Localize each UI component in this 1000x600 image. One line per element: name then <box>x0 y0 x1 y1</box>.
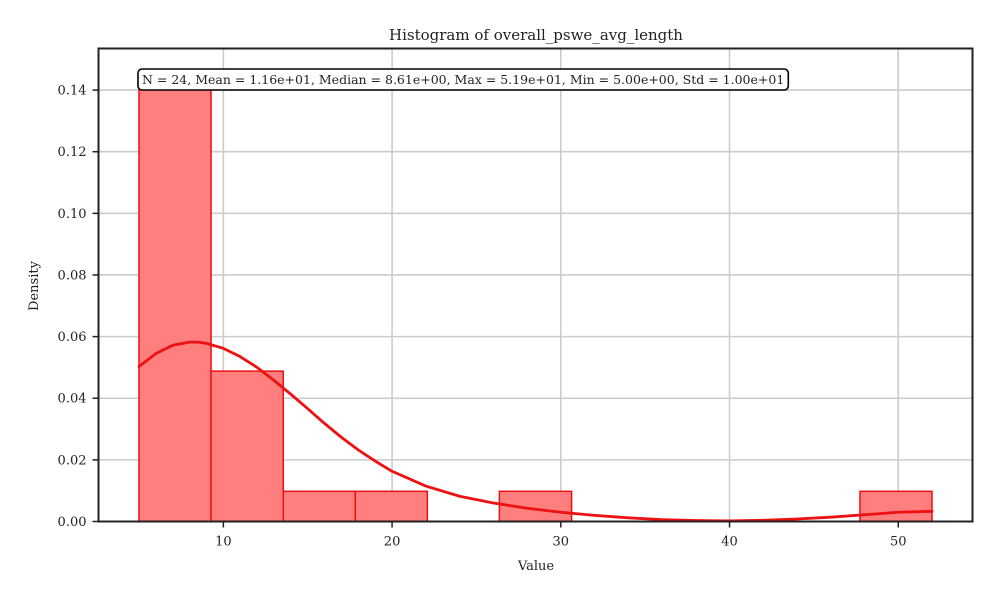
y-tick-label: 0.04 <box>58 392 87 407</box>
x-tick-label: 40 <box>721 535 738 550</box>
kde-curve <box>137 340 934 523</box>
histogram-bar <box>282 490 357 523</box>
y-tick-label: 0.12 <box>58 145 87 160</box>
histogram-bar <box>354 490 429 523</box>
stats-text: N = 24, Mean = 1.16e+01, Median = 8.61e+… <box>142 72 784 87</box>
histogram-bar <box>859 490 933 523</box>
y-tick-label: 0.06 <box>58 330 87 345</box>
chart-title: Histogram of overall_pswe_avg_length <box>389 26 683 44</box>
x-tick-label: 50 <box>890 535 907 550</box>
stats-box: N = 24, Mean = 1.16e+01, Median = 8.61e+… <box>137 68 790 91</box>
stats-box-frame <box>137 68 790 91</box>
y-tick-label: 0.14 <box>58 84 87 99</box>
y-axis-label: Density <box>27 260 42 311</box>
y-tick-label: 0.00 <box>58 515 87 530</box>
histogram-bars <box>138 87 933 523</box>
y-tick-label: 0.08 <box>58 268 87 283</box>
x-tick-label: 20 <box>384 535 401 550</box>
x-axis-label: Value <box>517 559 554 574</box>
tick-layer: 10 20 30 40 50 0.00 0.02 0.04 0.06 0.08 0.10 0.12 0.… <box>58 84 907 550</box>
y-tick-label: 0.02 <box>58 453 87 468</box>
x-tick-label: 30 <box>553 535 570 550</box>
plot-frame <box>97 47 974 523</box>
y-tick-label: 0.10 <box>58 207 87 222</box>
histogram-bar <box>138 87 212 523</box>
x-tick-label: 10 <box>215 535 232 550</box>
kde-curve-layer <box>137 340 934 523</box>
histogram-bar <box>210 370 285 523</box>
